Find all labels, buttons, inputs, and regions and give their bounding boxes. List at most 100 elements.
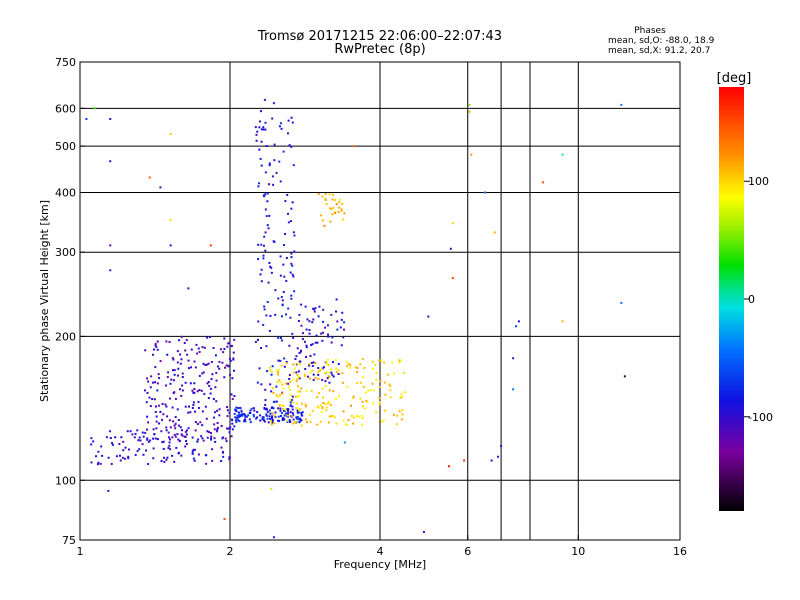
trace-point <box>180 433 183 436</box>
trace-point <box>399 359 402 362</box>
trace-point <box>196 390 199 393</box>
trace-point <box>347 419 350 422</box>
trace-point <box>393 372 396 375</box>
trace-point <box>97 461 100 464</box>
trace-point <box>282 417 285 420</box>
trace-point <box>248 412 251 415</box>
trace-point <box>262 254 265 257</box>
trace-point <box>100 445 103 448</box>
trace-point <box>375 371 378 374</box>
trace-point <box>296 409 299 412</box>
trace-point <box>197 453 200 456</box>
trace-point <box>321 406 324 409</box>
trace-point <box>120 436 123 439</box>
trace-point <box>281 299 284 302</box>
trace-point <box>389 396 392 399</box>
trace-point <box>134 432 137 435</box>
trace-point <box>334 358 337 361</box>
trace-point <box>270 420 273 423</box>
trace-point <box>236 414 239 417</box>
trace-point <box>320 214 323 217</box>
trace-point <box>298 409 301 412</box>
trace-point <box>289 411 292 414</box>
trace-point <box>271 411 274 414</box>
trace-point <box>324 326 327 329</box>
trace-point <box>238 420 241 423</box>
trace-point <box>226 415 229 418</box>
trace-point <box>176 350 179 353</box>
trace-point <box>194 366 197 369</box>
trace-point <box>92 440 95 443</box>
trace-point <box>179 388 182 391</box>
trace-point <box>268 415 271 418</box>
trace-point <box>312 307 315 310</box>
trace-point <box>155 427 158 430</box>
trace-point <box>214 411 217 414</box>
trace-point <box>289 393 292 396</box>
trace-point <box>169 426 172 429</box>
trace-point <box>228 427 231 430</box>
plot-area <box>79 61 681 541</box>
trace-point <box>346 365 349 368</box>
y-tick-label: 75 <box>62 534 76 547</box>
trace-point <box>271 117 274 120</box>
trace-point <box>247 414 250 417</box>
trace-point <box>330 415 333 418</box>
trace-point <box>172 392 175 395</box>
trace-point <box>218 360 221 363</box>
trace-point <box>166 353 169 356</box>
trace-point <box>300 402 303 405</box>
trace-point <box>292 336 295 339</box>
trace-point <box>330 208 333 211</box>
isolated-point <box>187 287 190 290</box>
trace-point <box>190 348 193 351</box>
trace-point <box>206 363 209 366</box>
trace-point <box>90 461 93 464</box>
trace-point <box>300 303 303 306</box>
trace-point <box>228 455 231 458</box>
trace-point <box>105 436 108 439</box>
trace-point <box>371 402 374 405</box>
trace-point <box>115 455 118 458</box>
trace-point <box>206 336 209 339</box>
trace-point <box>171 454 174 457</box>
trace-point <box>383 381 386 384</box>
trace-point <box>229 344 232 347</box>
trace-point <box>371 382 374 385</box>
trace-point <box>341 381 344 384</box>
trace-point <box>101 454 104 457</box>
trace-point <box>321 378 324 381</box>
trace-point <box>384 393 387 396</box>
trace-point <box>114 436 117 439</box>
trace-point <box>380 420 383 423</box>
trace-point <box>293 250 296 253</box>
trace-point <box>173 424 176 427</box>
trace-point <box>289 316 292 319</box>
trace-point <box>308 363 311 366</box>
trace-point <box>97 450 100 453</box>
trace-point <box>223 376 226 379</box>
trace-point <box>401 395 404 398</box>
trace-point <box>263 305 266 308</box>
trace-point <box>230 393 233 396</box>
trace-point <box>279 409 282 412</box>
trace-point <box>232 357 235 360</box>
trace-point <box>155 420 158 423</box>
trace-point <box>249 409 252 412</box>
trace-point <box>168 340 171 343</box>
trace-point <box>304 403 307 406</box>
trace-point <box>160 430 163 433</box>
trace-point <box>297 411 300 414</box>
x-axis-label: Frequency [MHz] <box>334 558 426 571</box>
trace-point <box>308 320 311 323</box>
trace-point <box>309 354 312 357</box>
trace-point <box>259 120 262 123</box>
trace-point <box>233 412 236 415</box>
trace-point <box>155 405 158 408</box>
trace-point <box>396 414 399 417</box>
trace-point <box>322 396 325 399</box>
trace-point <box>300 419 303 422</box>
trace-point <box>361 405 364 408</box>
trace-point <box>264 128 267 131</box>
trace-point <box>366 401 369 404</box>
